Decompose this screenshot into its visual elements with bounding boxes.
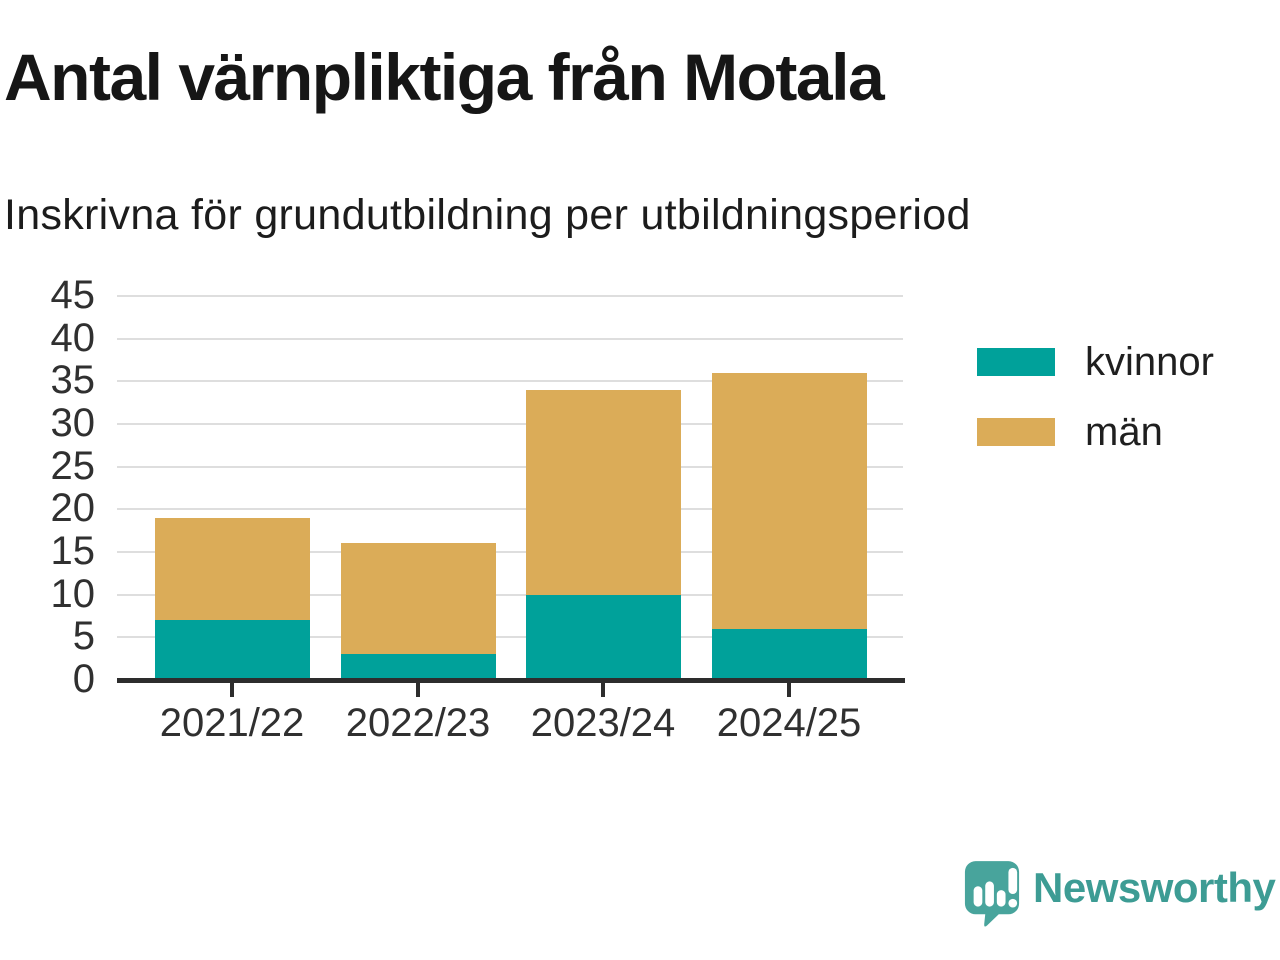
- x-axis-tick-2022-23: [416, 683, 420, 697]
- chart-title: Antal värnpliktiga från Motala: [4, 40, 885, 114]
- gridline-10: [117, 593, 903, 596]
- gridline-15: [117, 551, 903, 553]
- newsworthy-branding: Newsworthy: [963, 860, 1276, 928]
- x-axis-line: [117, 678, 905, 683]
- gridline-40: [117, 337, 903, 340]
- legend-label: män: [1085, 410, 1163, 454]
- bar-segment-män-2021-22: [154, 517, 310, 621]
- newsworthy-logo-text: Newsworthy: [1033, 864, 1276, 911]
- bar-segment-kvinnor-2021-22: [154, 620, 310, 680]
- legend-swatch-män: [977, 418, 1055, 446]
- newsworthy-logo-icon: [964, 861, 1020, 927]
- x-axis-tick-2021-22: [230, 683, 234, 697]
- bar-segment-kvinnor-2024-25: [711, 628, 867, 680]
- legend-item-män: män: [977, 412, 1214, 452]
- y-axis-label: 20: [50, 486, 96, 531]
- y-axis-label: 30: [50, 401, 96, 445]
- gridline-45: [117, 295, 903, 297]
- gridline-35: [117, 380, 903, 383]
- bar-segment-kvinnor-2022-23: [340, 654, 496, 680]
- bar-segment-män-2024-25: [711, 372, 867, 629]
- logo-bar-3: [996, 890, 1006, 907]
- legend-item-kvinnor: kvinnor: [977, 342, 1214, 382]
- y-axis-label: 35: [50, 358, 96, 403]
- chart-subtitle: Inskrivna för grundutbildning per utbild…: [4, 191, 971, 239]
- y-axis-label: 10: [50, 571, 96, 616]
- y-axis-label: 0: [72, 657, 95, 701]
- gridline-30: [117, 423, 903, 425]
- logo-bar-2: [985, 881, 994, 907]
- y-axis-label: 5: [72, 614, 95, 659]
- gridline-25: [117, 465, 903, 468]
- bar-segment-kvinnor-2023-24: [525, 594, 681, 680]
- y-axis-label: 45: [50, 273, 96, 317]
- gridline-20: [117, 508, 903, 511]
- x-axis-label: 2022/23: [345, 701, 491, 745]
- x-axis-tick-2024-25: [787, 683, 791, 697]
- legend-label: kvinnor: [1085, 340, 1214, 384]
- gridline-5: [117, 636, 903, 639]
- x-axis-tick-2023-24: [601, 683, 605, 697]
- x-axis-label: 2021/22: [159, 701, 305, 745]
- logo-exclamation-bar: [1008, 867, 1018, 894]
- bar-segment-män-2022-23: [340, 543, 496, 655]
- x-axis-label: 2024/25: [716, 701, 862, 745]
- chart-legend: kvinnor män: [977, 342, 1214, 452]
- logo-exclamation-dot: [1008, 898, 1018, 908]
- y-axis-label: 15: [50, 529, 96, 573]
- logo-bar-1: [973, 886, 983, 907]
- x-axis-label: 2023/24: [530, 701, 676, 745]
- y-axis-label: 25: [50, 443, 96, 488]
- bar-segment-män-2023-24: [525, 389, 681, 595]
- y-axis-label: 40: [50, 315, 96, 360]
- legend-swatch-kvinnor: [977, 348, 1055, 376]
